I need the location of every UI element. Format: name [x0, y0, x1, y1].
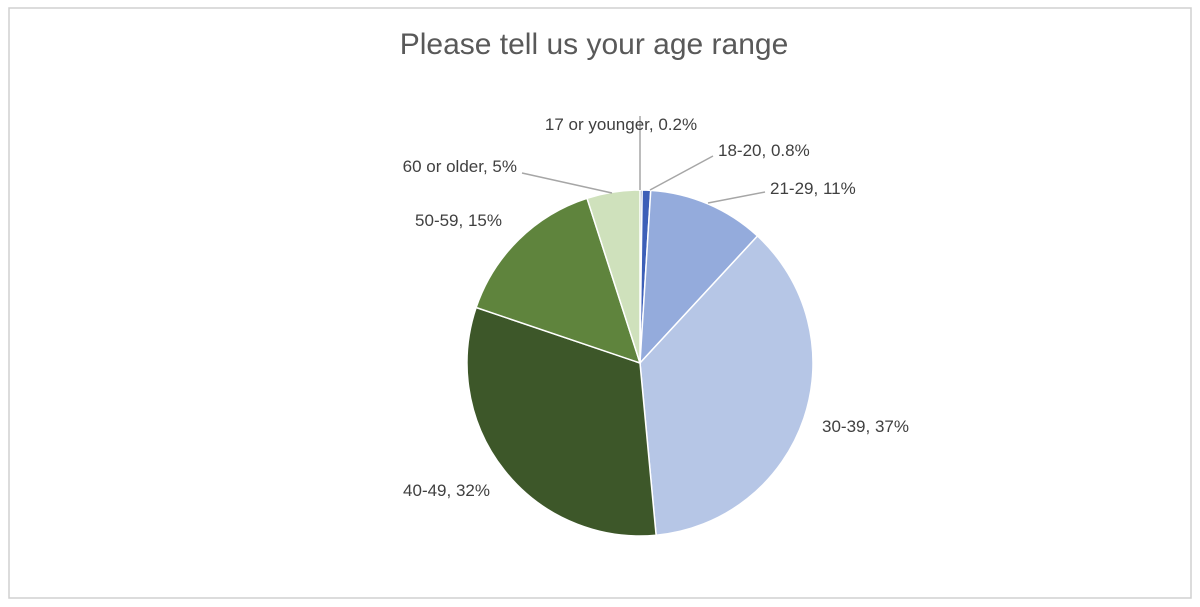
category-label: 21-29 [770, 179, 813, 198]
pie-slice [466, 306, 657, 537]
chart-title: Please tell us your age range [400, 28, 789, 61]
leader-line [649, 155, 714, 191]
category-label: 40-49 [403, 481, 446, 500]
category-label: 60 or older [403, 157, 485, 176]
leader-line [521, 172, 613, 194]
data-label: 50-59, 15% [415, 211, 502, 230]
category-label: 50-59 [415, 211, 458, 230]
value-label: 37% [875, 417, 909, 436]
pie-slice [639, 234, 814, 537]
label-separator: , [447, 481, 456, 500]
label-separator: , [865, 417, 874, 436]
data-label: 18-20, 0.8% [718, 141, 810, 160]
data-label: 17 or younger, 0.2% [545, 115, 697, 134]
value-label: 0.2% [658, 115, 697, 134]
data-label: 30-39, 37% [822, 417, 909, 436]
value-label: 32% [456, 481, 490, 500]
data-label: 21-29, 11% [770, 179, 856, 198]
data-label: 60 or older, 5% [403, 157, 517, 176]
label-separator: , [649, 115, 658, 134]
pie-slice [639, 189, 759, 366]
pie-slice [475, 197, 642, 365]
label-separator: , [483, 157, 492, 176]
label-separator: , [761, 141, 770, 160]
label-separator: , [459, 211, 468, 230]
category-label: 30-39 [822, 417, 865, 436]
value-label: 5% [492, 157, 517, 176]
label-separator: , [813, 179, 822, 198]
value-label: 15% [468, 211, 502, 230]
value-label: 0.8% [771, 141, 810, 160]
leader-line [707, 191, 766, 204]
category-label: 17 or younger [545, 115, 650, 134]
data-label: 40-49, 32% [403, 481, 490, 500]
value-label: 11% [823, 179, 856, 198]
category-label: 18-20 [718, 141, 761, 160]
